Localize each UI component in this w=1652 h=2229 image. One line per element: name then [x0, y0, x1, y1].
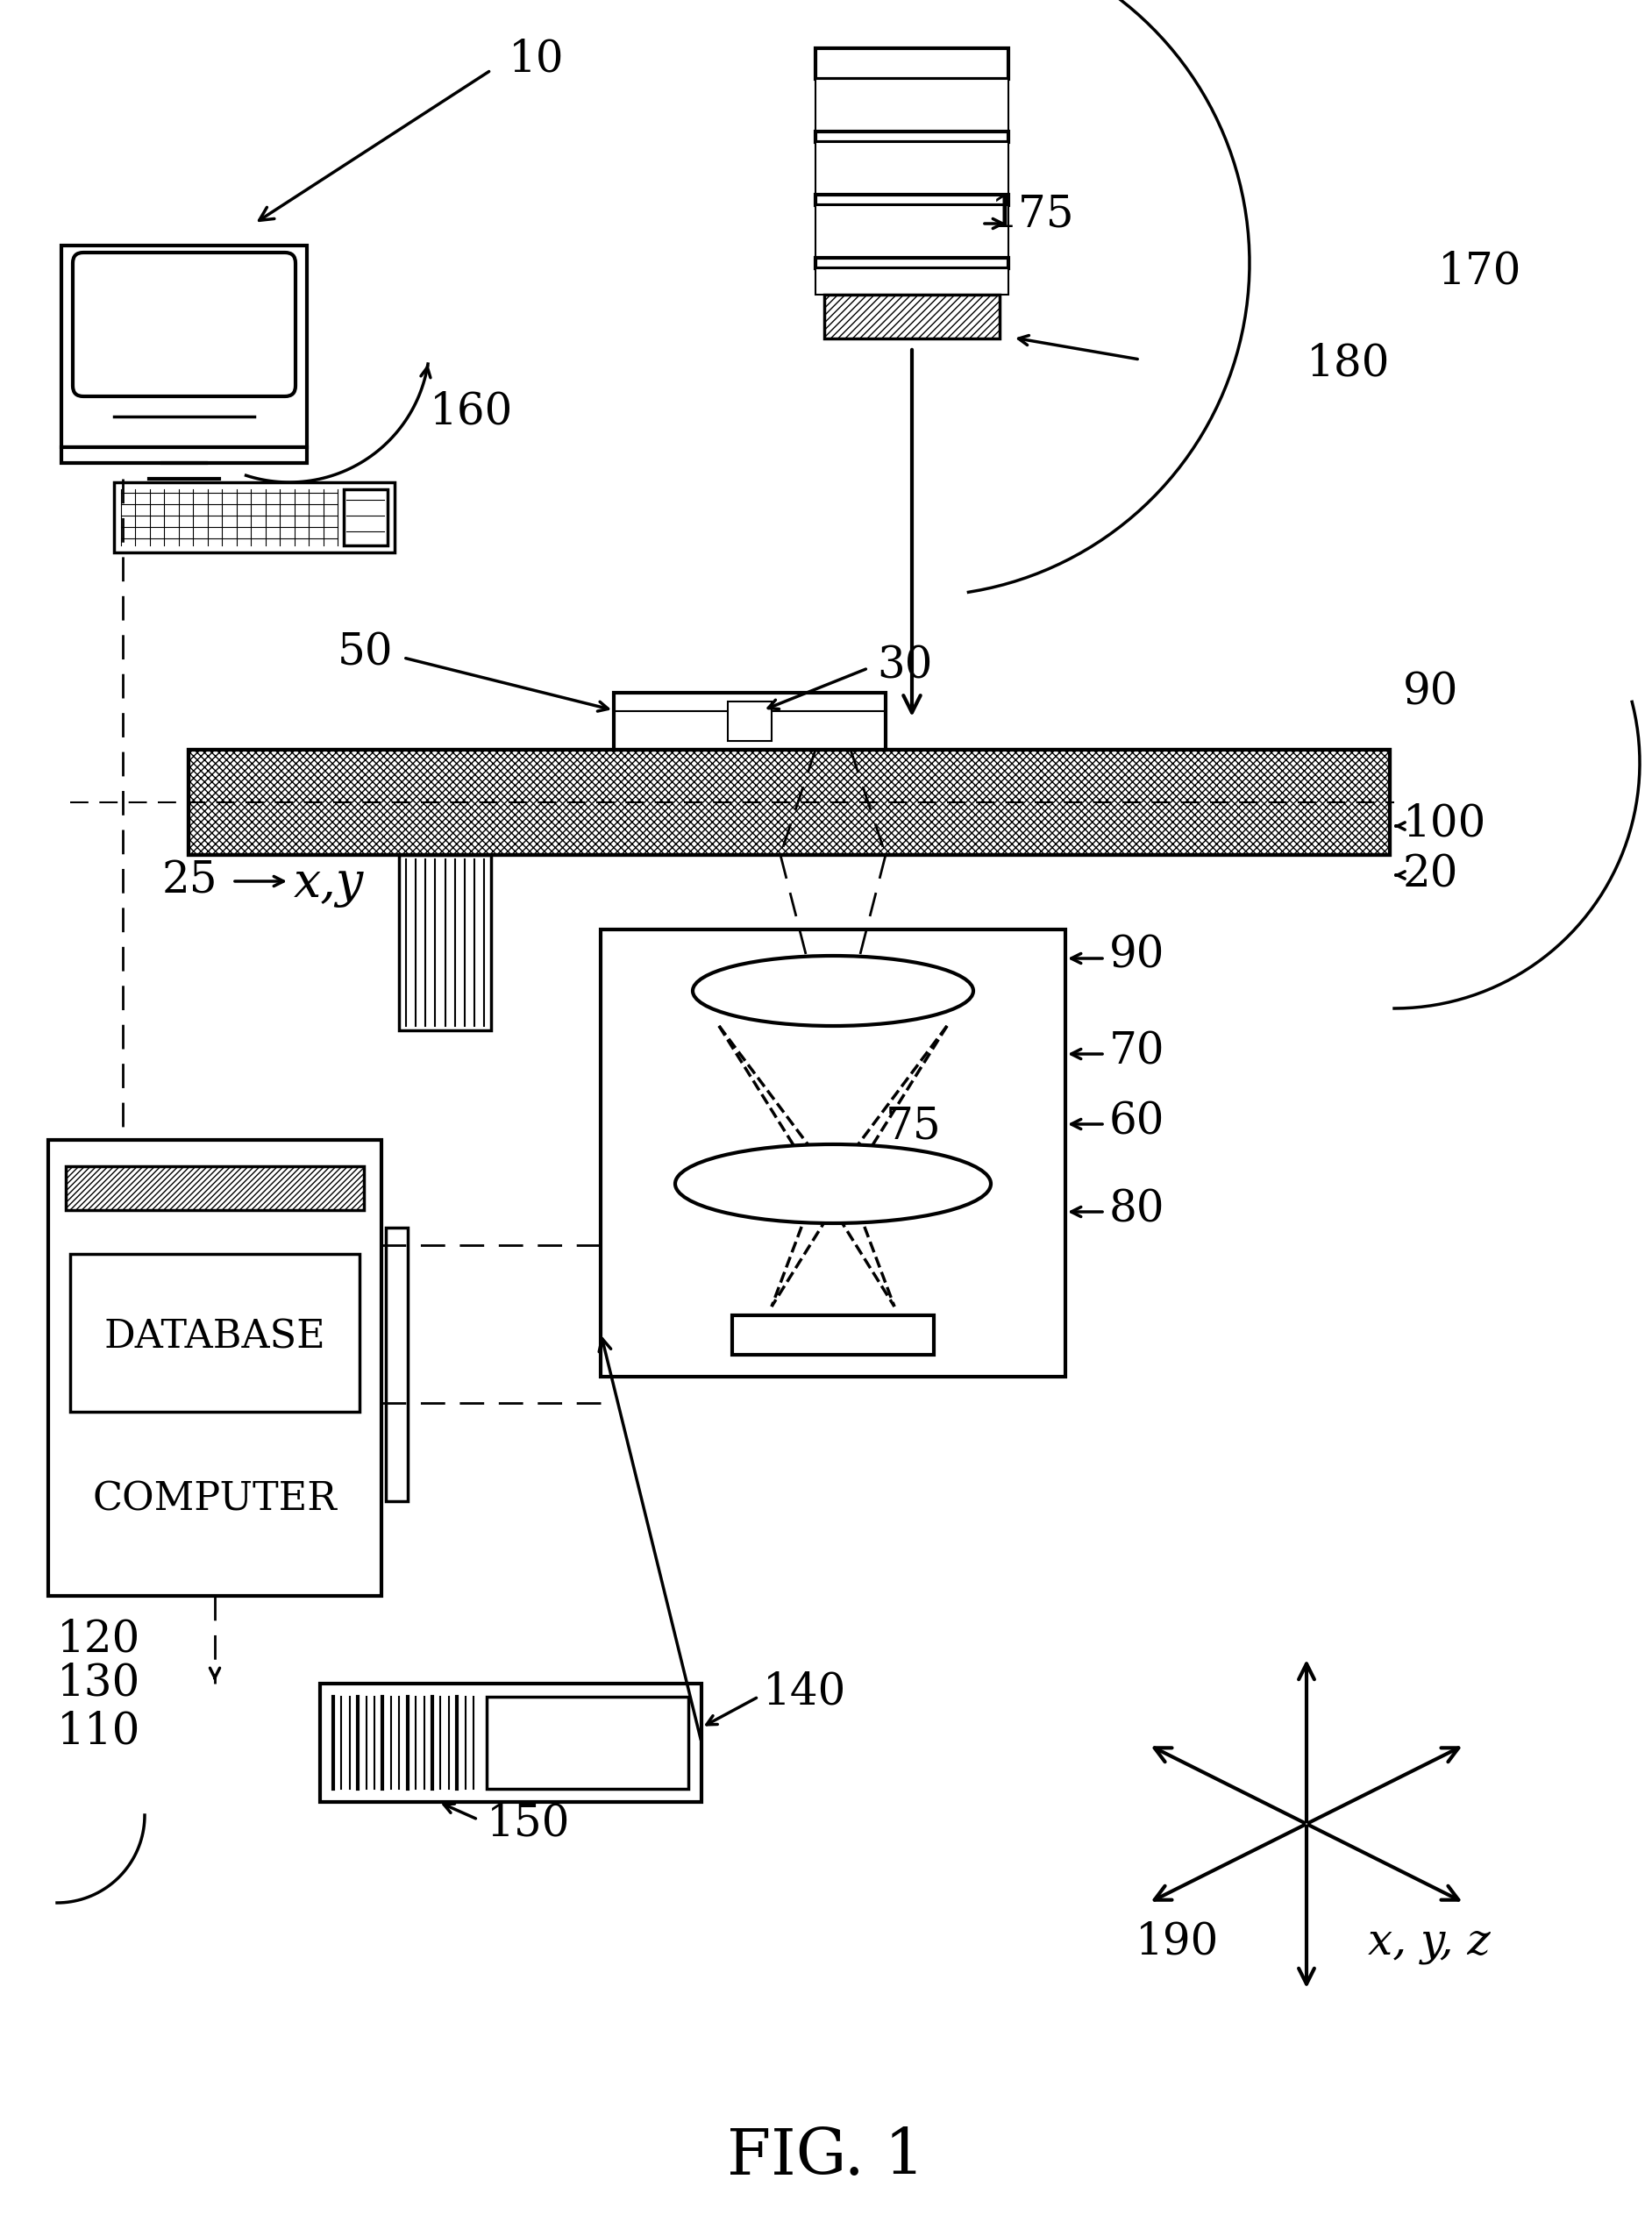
Text: 150: 150: [487, 1803, 570, 1846]
Text: 10: 10: [509, 38, 565, 80]
Text: 75: 75: [885, 1106, 942, 1148]
Bar: [816, 259, 1008, 267]
Bar: [188, 749, 1389, 856]
Text: 140: 140: [763, 1672, 846, 1714]
Text: 130: 130: [58, 1663, 140, 1705]
Bar: [48, 1139, 382, 1596]
Text: 110: 110: [58, 1710, 140, 1754]
Ellipse shape: [676, 1143, 991, 1224]
Text: 20: 20: [1403, 854, 1459, 896]
Text: FIG. 1: FIG. 1: [727, 2126, 925, 2189]
FancyBboxPatch shape: [73, 252, 296, 397]
Text: 100: 100: [1403, 802, 1487, 847]
Bar: [61, 448, 307, 464]
Bar: [601, 929, 1066, 1378]
Bar: [344, 490, 388, 546]
Text: COMPUTER: COMPUTER: [93, 1480, 337, 1518]
Text: 90: 90: [1403, 671, 1459, 716]
Bar: [824, 294, 999, 339]
Text: DATABASE: DATABASE: [104, 1317, 325, 1355]
Bar: [816, 205, 1008, 259]
Bar: [188, 749, 1389, 856]
Bar: [729, 702, 771, 740]
Text: 120: 120: [58, 1618, 140, 1661]
Bar: [66, 1166, 363, 1210]
Text: 175: 175: [991, 194, 1075, 236]
Text: x,y: x,y: [294, 860, 363, 907]
Text: 170: 170: [1437, 250, 1521, 294]
Text: x, y, z: x, y, z: [1368, 1921, 1490, 1964]
Bar: [61, 245, 307, 448]
Bar: [615, 693, 885, 749]
Bar: [487, 1696, 689, 1790]
Text: 30: 30: [877, 644, 932, 689]
Text: 160: 160: [430, 390, 514, 435]
Text: 190: 190: [1135, 1921, 1219, 1964]
Bar: [387, 1228, 408, 1500]
Text: 25: 25: [162, 860, 218, 903]
Bar: [69, 1255, 360, 1411]
Bar: [816, 49, 1008, 78]
Text: 60: 60: [1108, 1101, 1165, 1143]
Bar: [816, 132, 1008, 143]
Bar: [816, 267, 1008, 294]
Text: 180: 180: [1307, 343, 1391, 386]
Bar: [816, 143, 1008, 194]
Bar: [400, 856, 491, 1030]
Bar: [114, 481, 395, 553]
Text: 80: 80: [1108, 1188, 1165, 1233]
Text: 70: 70: [1108, 1030, 1165, 1074]
Bar: [732, 1315, 933, 1355]
Bar: [816, 78, 1008, 132]
Bar: [816, 194, 1008, 205]
Text: 90: 90: [1108, 934, 1165, 979]
Bar: [320, 1683, 702, 1801]
Text: 50: 50: [337, 631, 393, 675]
Ellipse shape: [692, 956, 973, 1025]
